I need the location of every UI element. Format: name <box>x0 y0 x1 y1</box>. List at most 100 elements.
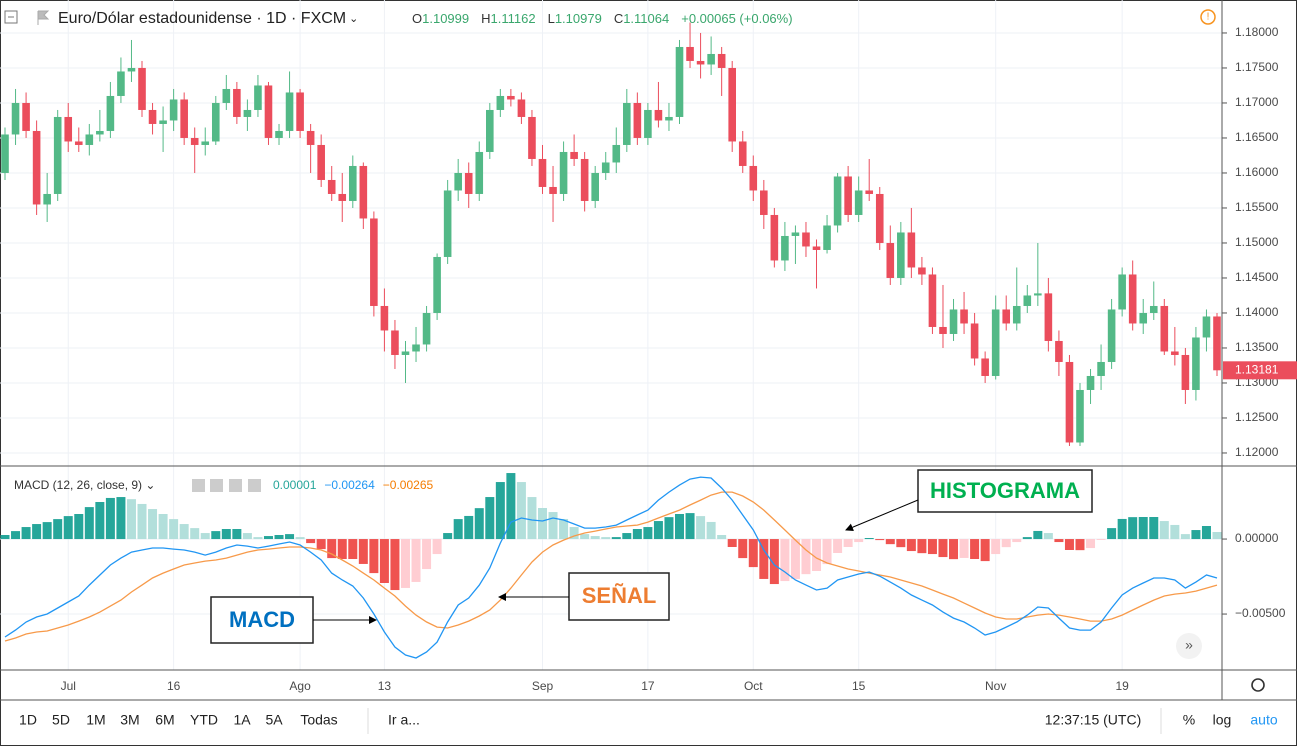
alert-icon[interactable] <box>1200 9 1216 25</box>
range-button[interactable]: 5D <box>52 712 70 728</box>
exchange: FXCM <box>301 10 346 27</box>
x-tick-label: 16 <box>167 679 181 693</box>
y-tick-label: 1.16500 <box>1235 130 1279 144</box>
flag-icon[interactable] <box>37 10 50 25</box>
histogram-bar <box>1086 539 1096 549</box>
candle-body <box>317 144 325 180</box>
histogram-bar <box>369 539 379 574</box>
histogram-bar <box>1117 518 1127 540</box>
histogram-bar <box>337 539 347 559</box>
last-price-label: 1.13181 <box>1235 362 1279 376</box>
range-button[interactable]: 5A <box>265 712 283 728</box>
histogram-bar <box>833 539 843 553</box>
candle-body <box>1192 337 1200 390</box>
indicator-buttons[interactable] <box>192 479 261 492</box>
histogram-bar <box>42 522 52 540</box>
histogram-bar <box>74 514 84 540</box>
candle-body <box>865 190 874 194</box>
candle-body <box>654 109 663 121</box>
range-button[interactable]: Todas <box>300 712 337 728</box>
histogram-bar <box>53 519 63 540</box>
indicator-value: −0.00265 <box>383 478 434 492</box>
ohlc-value: 1.11064 <box>623 11 669 26</box>
candle-body <box>1023 295 1032 306</box>
range-button[interactable]: 6M <box>155 712 174 728</box>
range-button[interactable]: 1A <box>233 712 251 728</box>
candle-body <box>749 165 758 191</box>
histogram-bar <box>348 539 358 559</box>
collapse-icon[interactable] <box>4 10 18 24</box>
candle-body <box>106 95 115 131</box>
scale-option[interactable]: auto <box>1250 712 1277 728</box>
histogram-bar <box>495 482 505 540</box>
histogram-bar <box>295 537 305 540</box>
histogram-bar <box>896 539 906 548</box>
candle-body <box>53 116 62 194</box>
candle-body <box>791 232 800 236</box>
histogram-bar <box>927 539 937 555</box>
x-tick-label: Sep <box>532 679 554 693</box>
histogram-bar <box>137 503 147 540</box>
histogram-bar <box>1001 539 1011 548</box>
ohlc-values: O1.10999 H1.11162 L1.10979 C1.11064 +0.00065… <box>412 11 793 26</box>
histogram-bar <box>169 519 179 540</box>
histogram-bar <box>63 516 73 540</box>
scroll-button[interactable] <box>1176 633 1202 659</box>
histogram-bar <box>527 497 537 540</box>
candle-body <box>370 218 378 306</box>
histogram-bar <box>738 539 748 559</box>
candle-body <box>443 190 452 257</box>
change: +0.00065 (+0.06%) <box>681 11 792 26</box>
candle-body <box>201 141 210 145</box>
indicator-value: 0.00001 <box>273 478 317 492</box>
indicator-name: MACD (12, 26, close, 9) <box>14 478 142 492</box>
histogram-bar <box>1022 537 1032 540</box>
scale-option[interactable]: log <box>1213 712 1232 728</box>
histogram-bar <box>885 539 895 545</box>
histogram-bar <box>959 539 969 558</box>
candle-body <box>1076 389 1084 443</box>
candle-body <box>644 109 652 138</box>
candle-body <box>875 193 884 243</box>
range-button[interactable]: 1M <box>86 712 105 728</box>
annotation-text: MACD <box>229 607 295 632</box>
histogram-bar <box>548 512 558 540</box>
histogram-bar <box>443 533 453 540</box>
candle-body <box>464 172 473 194</box>
y-tick-label: 1.18000 <box>1235 25 1279 39</box>
histogram-bar <box>1054 539 1064 543</box>
x-tick-label: Oct <box>744 679 763 693</box>
candle-body <box>285 92 294 131</box>
annotation-box <box>917 469 1093 513</box>
annotation-text: HISTOGRAMA <box>930 478 1080 503</box>
histogram-bar <box>864 538 874 540</box>
histogram-bar <box>158 514 168 540</box>
candle-body <box>433 256 441 313</box>
histogram-bar <box>400 539 410 588</box>
histogram-bar <box>1170 524 1180 540</box>
candle-body <box>559 151 568 194</box>
x-tick-label: 17 <box>641 679 655 693</box>
candle-body <box>833 176 842 226</box>
range-button[interactable]: 3M <box>120 712 139 728</box>
range-button[interactable]: 1D <box>19 712 37 728</box>
range-button[interactable]: YTD <box>190 712 218 728</box>
candle-body <box>1086 375 1095 390</box>
candle-body <box>138 67 146 110</box>
settings-icon[interactable] <box>1251 678 1265 692</box>
goto-button[interactable]: Ir a... <box>388 712 420 728</box>
candle-body <box>254 85 262 110</box>
candle-body <box>570 151 578 159</box>
ohlc-label: H <box>481 11 490 26</box>
candle-body <box>159 120 167 124</box>
candle-body <box>939 326 947 334</box>
scale-option[interactable]: % <box>1183 712 1195 728</box>
histogram-bar <box>991 539 1001 555</box>
candle-body <box>1107 309 1116 362</box>
histogram-bar <box>1212 532 1222 540</box>
x-tick-label: 15 <box>852 679 866 693</box>
candle-body <box>117 71 125 96</box>
candle-body <box>591 172 599 201</box>
candle-body <box>11 102 20 135</box>
